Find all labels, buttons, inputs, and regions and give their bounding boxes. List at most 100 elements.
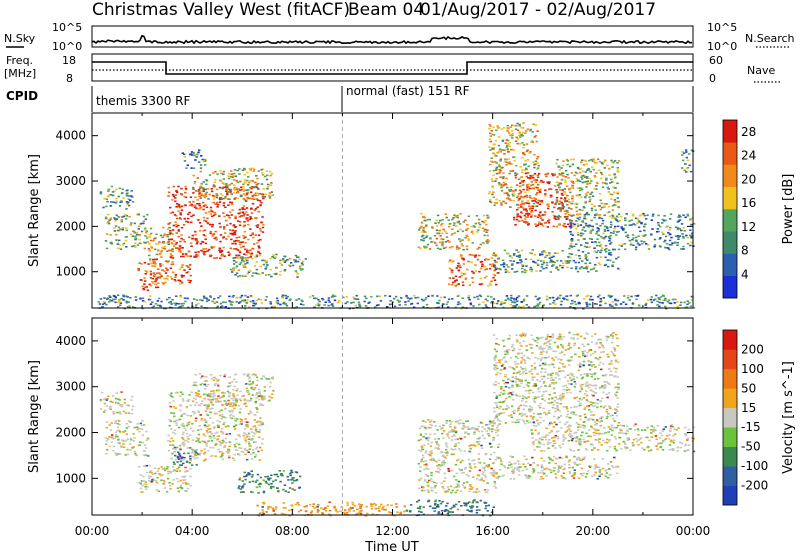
velocity-region (100, 391, 135, 414)
velocity-region (238, 470, 302, 494)
velocity-colorbar-tick: 15 (741, 401, 756, 415)
velocity-colorbar-swatch (723, 427, 737, 447)
power-colorbar-label: Power [dB] (781, 174, 796, 245)
time-tick-label: 08:00 (275, 524, 310, 538)
power-colorbar-tick: 28 (741, 125, 756, 139)
freq-panel-frame (92, 54, 693, 81)
velocity-region (406, 499, 495, 516)
power-ylabel: Slant Range [km] (27, 154, 42, 267)
noise-panel-frame (92, 26, 693, 47)
freq-tick-top: 18 (62, 54, 76, 67)
power-region (448, 254, 500, 287)
beam-label: Beam 04 (348, 0, 424, 20)
noise-left-tick-top: 10^5 (52, 21, 82, 34)
noise-left-tick-bottom: 10^0 (52, 40, 82, 53)
power-region (98, 294, 696, 309)
power-colorbar-swatch (723, 209, 737, 232)
velocity-colorbar-tick: -200 (741, 479, 768, 493)
power-colorbar: 4 8 12 16 20 24 28 Power [dB] (723, 120, 796, 298)
time-axis-label: Time UT (364, 540, 418, 554)
power-region (192, 168, 274, 201)
velocity-panel: 1000 2000 3000 4000 Slant Range [km] (27, 318, 695, 517)
velocity-region (493, 332, 620, 425)
power-region (418, 213, 490, 251)
power-panel: 1000 2000 3000 4000 Slant Range [km] (27, 113, 695, 310)
power-colorbar-swatch (723, 142, 737, 165)
power-region (555, 158, 620, 218)
time-tick-label: 00:00 (676, 524, 711, 538)
power-region (182, 149, 207, 169)
velocity-colorbar-tick: 50 (741, 381, 756, 395)
power-colorbar-tick: 12 (741, 220, 756, 234)
velocity-colorbar-swatch (723, 369, 737, 389)
velocity-colorbar-swatch (723, 447, 737, 467)
velocity-colorbar-swatch (723, 330, 737, 350)
freq-tick-bottom: 8 (66, 72, 73, 85)
power-ytick-label: 3000 (55, 174, 86, 188)
velocity-colorbar-swatch (723, 486, 737, 506)
power-colorbar-tick: 16 (741, 196, 756, 210)
noise-left-label: N.Sky (4, 32, 36, 45)
nave-label: Nave (747, 64, 775, 77)
velocity-region (193, 373, 275, 407)
power-region (100, 186, 135, 210)
velocity-region (105, 420, 150, 457)
power-colorbar-swatch (723, 254, 737, 277)
velocity-colorbar-tick: 100 (741, 362, 764, 376)
velocity-ytick-label: 4000 (55, 334, 86, 348)
power-colorbar-swatch (723, 187, 737, 210)
velocity-ytick-label: 1000 (55, 471, 86, 485)
power-colorbar-swatch (723, 231, 737, 254)
velocity-ytick-label: 2000 (55, 426, 86, 440)
time-tick-label: 20:00 (576, 524, 611, 538)
velocity-colorbar-swatch (723, 466, 737, 486)
noise-right-tick-bottom: 10^0 (707, 40, 737, 53)
velocity-region (256, 501, 406, 516)
power-colorbar-tick: 20 (741, 172, 756, 186)
freq-trace (92, 62, 693, 74)
noise-right-label: N.Search (745, 32, 795, 45)
velocity-colorbar-tick: -15 (741, 420, 761, 434)
power-colorbar-swatch (723, 276, 737, 299)
power-colorbar-tick: 24 (741, 149, 756, 163)
date-range: 01/Aug/2017 - 02/Aug/2017 (420, 0, 656, 20)
velocity-ytick-label: 3000 (55, 380, 86, 394)
time-axis-ticks: 00:00 04:00 08:00 12:00 16:00 20:00 00:00 (75, 524, 711, 538)
time-tick-label: 16:00 (475, 524, 510, 538)
power-ytick-label: 1000 (55, 265, 86, 279)
velocity-colorbar-swatch (723, 408, 737, 428)
noise-right-tick-top: 10^5 (707, 21, 737, 34)
velocity-colorbar-tick: 200 (741, 342, 764, 356)
freq-label-1: Freq. (6, 54, 33, 67)
cpid-segment-2: normal (fast) 151 RF (346, 84, 470, 98)
power-region (230, 254, 307, 278)
noise-sky-trace (92, 36, 692, 43)
velocity-region (493, 456, 620, 480)
velocity-colorbar-tick: -50 (741, 440, 761, 454)
station-title: Christmas Valley West (fitACF) (92, 0, 350, 20)
power-colorbar-swatch (723, 120, 737, 143)
power-colorbar-tick: 8 (741, 244, 749, 258)
power-region (105, 213, 149, 250)
velocity-colorbar: 200 100 50 15 -15 -50 -100 -200 Velocity [m s^-1… (723, 330, 796, 505)
nave-tick-top: 60 (709, 54, 723, 67)
power-region (568, 213, 695, 250)
power-colorbar-tick: 4 (741, 267, 749, 281)
time-tick-label: 00:00 (75, 524, 110, 538)
nave-tick-bottom: 0 (709, 72, 716, 85)
time-tick-label: 04:00 (175, 524, 210, 538)
power-region (681, 149, 694, 172)
power-ytick-label: 4000 (55, 129, 86, 143)
velocity-colorbar-tick: -100 (741, 459, 768, 473)
cpid-label: CPID (6, 89, 38, 103)
cpid-segment-1: themis 3300 RF (96, 94, 190, 108)
power-cells (98, 122, 696, 310)
velocity-ylabel: Slant Range [km] (27, 360, 42, 473)
time-tick-label: 12:00 (375, 524, 410, 538)
power-colorbar-swatch (723, 165, 737, 188)
power-ytick-label: 2000 (55, 219, 86, 233)
velocity-colorbar-swatch (723, 388, 737, 408)
freq-label-2: [MHz] (4, 67, 36, 80)
power-region (493, 249, 620, 273)
power-region (488, 122, 540, 209)
